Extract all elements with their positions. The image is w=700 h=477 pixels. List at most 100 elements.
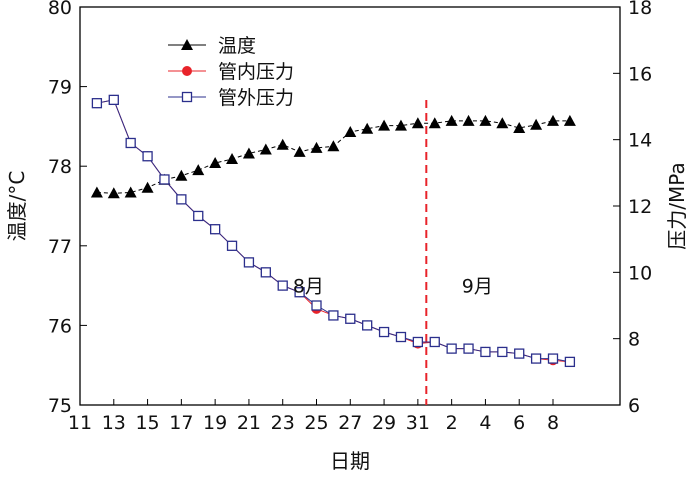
data-point: [428, 117, 441, 129]
series-3: [91, 94, 576, 368]
data-point: [176, 194, 187, 205]
data-point: [107, 187, 120, 199]
data-point: [90, 186, 103, 198]
x-tick-label: 11: [68, 412, 92, 434]
data-point: [563, 114, 576, 126]
month-label: 8月: [293, 276, 324, 298]
data-point: [277, 280, 288, 291]
data-point: [125, 137, 136, 149]
y-right-tick-label: 14: [628, 130, 652, 152]
data-point: [91, 98, 103, 109]
x-tick-label: 15: [135, 412, 159, 434]
data-point: [547, 114, 559, 126]
data-point: [259, 143, 272, 155]
plot-frame: [79, 6, 621, 406]
data-point: [226, 153, 239, 165]
data-point: [530, 118, 543, 130]
y-right-tick-label: 16: [628, 63, 652, 85]
x-tick-label: 6: [513, 412, 525, 434]
data-point: [327, 140, 340, 152]
x-tick-label: 8: [547, 412, 559, 434]
data-point: [192, 164, 205, 176]
y-left-tick-label: 78: [48, 156, 72, 178]
x-tick-label: 4: [479, 412, 491, 434]
data-point: [395, 331, 407, 343]
data-point: [479, 114, 492, 126]
data-point: [328, 310, 339, 321]
data-point: [344, 125, 357, 137]
y-left-tick-label: 80: [48, 0, 72, 19]
x-tick-label: 17: [169, 412, 193, 434]
y-left-tick-label: 75: [48, 395, 72, 417]
y-right-tick-label: 6: [628, 395, 640, 417]
x-tick-label: 23: [271, 412, 295, 434]
series-line: [96, 99, 570, 363]
data-point: [159, 174, 170, 185]
data-point: [378, 326, 390, 338]
data-point: [497, 346, 508, 358]
data-point: [311, 300, 322, 311]
data-point: [394, 119, 407, 131]
data-point: [226, 240, 238, 251]
data-point: [242, 147, 255, 159]
x-axis-title: 日期: [330, 449, 370, 473]
data-point: [345, 313, 356, 324]
x-tick-label: 27: [338, 412, 362, 434]
legend-marker: [181, 91, 193, 103]
series-group: [90, 94, 576, 368]
series-line: [96, 99, 570, 363]
data-point: [496, 117, 509, 129]
y-right-tick-label: 10: [628, 262, 652, 284]
y-right-tick-label: 8: [628, 329, 640, 351]
y-axis-right-title: 压力/MPa: [665, 162, 689, 249]
data-point: [209, 224, 221, 235]
data-point: [480, 346, 491, 358]
data-point: [547, 353, 559, 364]
month-label: 9月: [462, 276, 493, 298]
series-2: [91, 94, 575, 367]
data-point: [193, 210, 204, 222]
legend-label: 管内压力: [218, 61, 294, 83]
data-point: [108, 94, 119, 106]
data-point: [310, 141, 323, 153]
data-point: [260, 267, 271, 278]
data-point: [445, 114, 458, 126]
legend-marker: [181, 39, 193, 50]
data-point: [514, 348, 525, 359]
legend-label: 管外压力: [218, 87, 294, 109]
data-point: [141, 181, 154, 193]
tick-labels-group: 11 13 15 17 19 21 23 25 27 29 31 2 4 6 875767778798068…: [48, 0, 652, 434]
data-point: [530, 353, 542, 364]
x-tick-label: 19: [203, 412, 227, 434]
x-tick-label: 2: [446, 412, 458, 434]
data-point: [142, 151, 153, 162]
legend-label: 温度: [218, 35, 256, 57]
data-point: [378, 119, 391, 131]
data-point: [446, 343, 457, 354]
x-tick-label: 25: [304, 412, 328, 434]
legend-marker: [182, 66, 192, 76]
x-tick-label: 13: [102, 412, 126, 434]
data-point: [362, 320, 373, 331]
y-left-tick-label: 79: [48, 77, 72, 99]
data-point: [564, 356, 576, 368]
data-point: [429, 336, 440, 348]
y-axis-left-title: 温度/°C: [5, 171, 29, 242]
data-point: [124, 186, 137, 198]
x-tick-label: 21: [237, 412, 261, 434]
data-point: [276, 138, 289, 150]
data-point: [243, 257, 255, 268]
data-point: [412, 336, 424, 348]
data-point: [209, 157, 222, 169]
data-point: [361, 122, 374, 134]
x-tick-label: 29: [372, 412, 396, 434]
data-point: [462, 114, 475, 126]
y-left-tick-label: 77: [48, 236, 72, 258]
data-point: [293, 145, 306, 157]
data-point: [411, 117, 424, 129]
x-tick-label: 31: [406, 412, 430, 434]
data-point: [463, 343, 474, 354]
y-right-tick-label: 18: [628, 0, 652, 19]
